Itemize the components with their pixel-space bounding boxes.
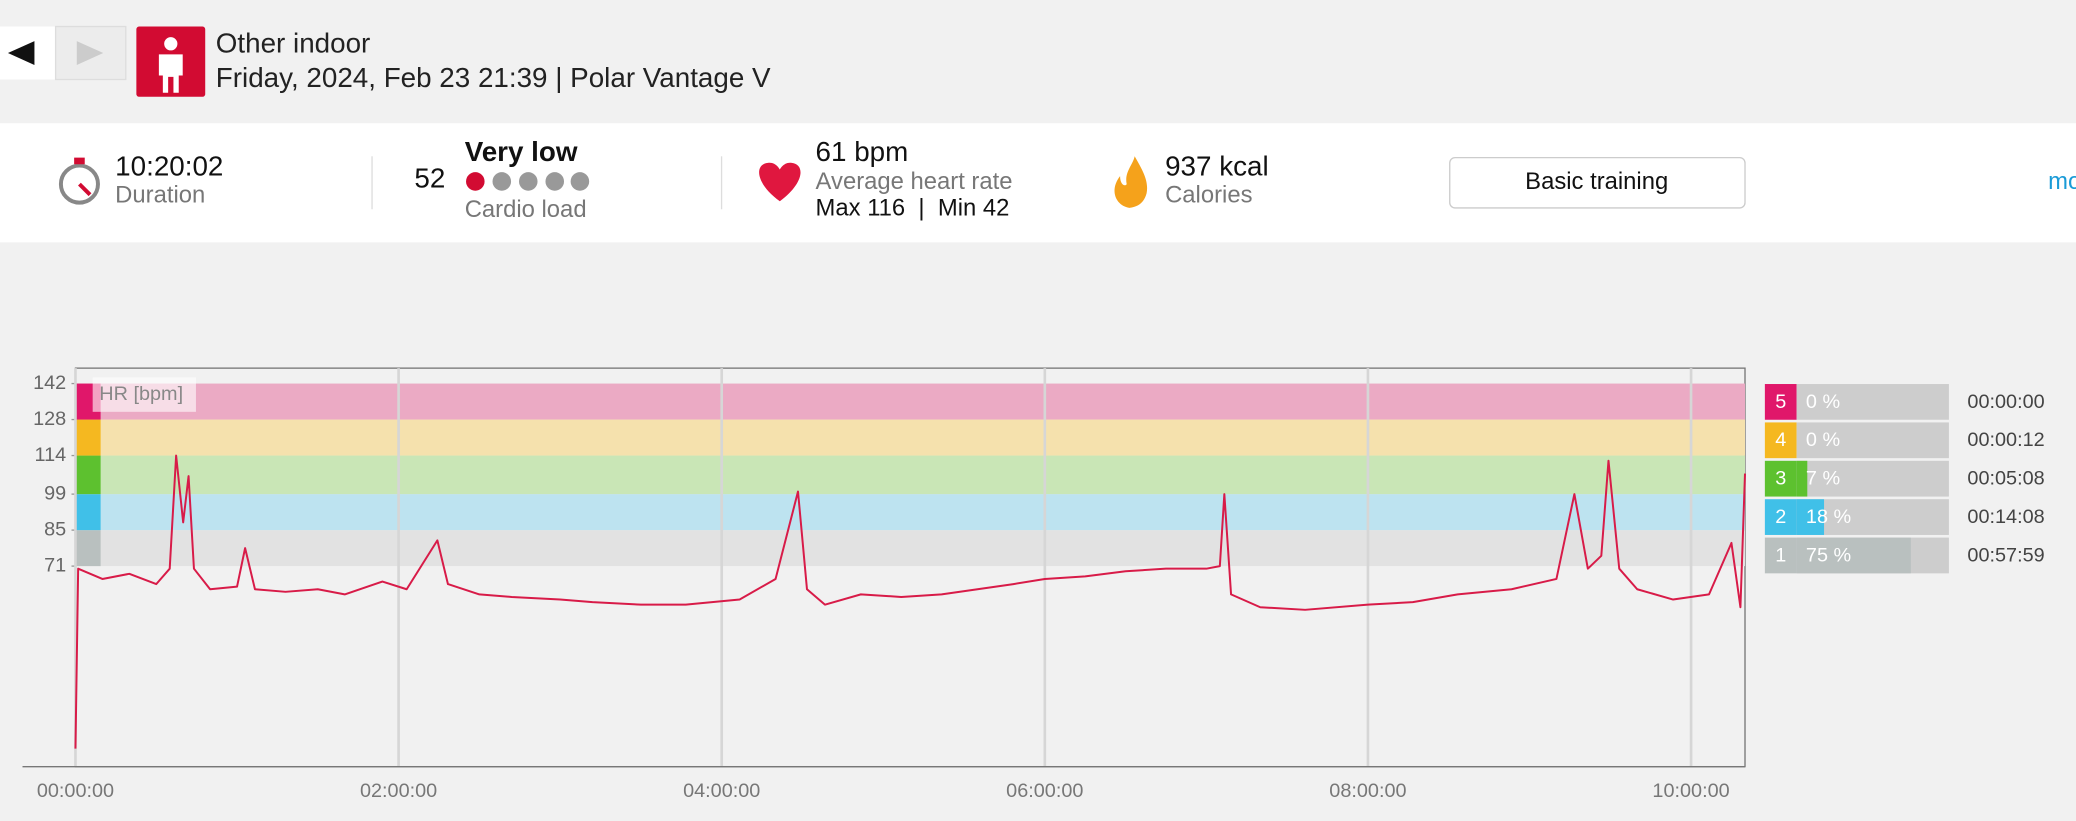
x-tick-label: 02:00:00	[360, 780, 437, 802]
subtitle: Friday, 2024, Feb 23 21:39 | Polar Vanta…	[216, 62, 771, 93]
calories-label: Calories	[1165, 181, 1252, 208]
zone-band	[75, 455, 1746, 495]
stopwatch-icon	[58, 157, 100, 205]
stopwatch-button	[74, 157, 85, 165]
dot	[466, 172, 485, 191]
zone-band	[75, 383, 1746, 420]
duration-label: Duration	[115, 181, 205, 208]
zone-time: 00:57:59	[1967, 544, 2044, 566]
zone-band	[75, 419, 1746, 456]
zone-band	[75, 494, 1746, 531]
zone-time: 00:00:00	[1967, 391, 2044, 413]
zone-number-bg	[1764, 499, 1797, 535]
zone-number: 2	[1775, 506, 1786, 528]
zone-number: 1	[1775, 544, 1786, 566]
zone-track	[1796, 422, 1949, 459]
back-arrow	[7, 41, 35, 65]
zone-percent: 18 %	[1806, 506, 1851, 528]
dot	[492, 172, 512, 191]
zone-number-bg	[1764, 384, 1797, 420]
zone-number: 3	[1775, 468, 1786, 490]
dot	[570, 172, 590, 191]
heart-icon	[759, 162, 801, 202]
y-tick-label: 128	[33, 408, 66, 430]
y-tick-label: 142	[33, 372, 66, 394]
dot	[519, 172, 538, 191]
x-tick-label: 00:00:00	[37, 780, 114, 802]
zone-number-bg	[1764, 537, 1797, 574]
zone-percent: 0 %	[1806, 429, 1840, 451]
zone-time: 00:00:12	[1967, 429, 2044, 451]
zone-percent: 7 %	[1806, 468, 1840, 490]
title: Other indoor	[216, 27, 371, 58]
x-tick-label: 08:00:00	[1329, 780, 1406, 802]
cardio-load-status: Very low	[465, 136, 578, 167]
button-label[interactable]: Basic training	[1525, 168, 1668, 195]
hr-line	[74, 454, 1746, 749]
icon-body	[158, 54, 183, 93]
zone-number-bg	[1764, 422, 1797, 459]
summary-bar	[0, 123, 2076, 243]
stopwatch-hand	[78, 182, 92, 197]
zone-percent: 75 %	[1806, 544, 1851, 566]
hr-label: Average heart rate	[816, 168, 1013, 195]
dot	[545, 172, 565, 191]
duration-value: 10:20:02	[115, 151, 223, 182]
zone-swatch	[75, 494, 101, 531]
zone-number: 5	[1775, 391, 1786, 413]
button-frame[interactable]	[1449, 156, 1746, 209]
stopwatch-ring	[58, 163, 100, 205]
zone-time: 00:14:08	[1967, 506, 2044, 528]
cardio-load-value: 52	[414, 162, 445, 193]
zone-swatch	[75, 419, 101, 456]
flame-icon	[1114, 156, 1148, 208]
more-link[interactable]: mo	[2048, 168, 2076, 195]
x-tick-label: 10:00:00	[1652, 780, 1729, 802]
y-tick-label: 71	[44, 554, 66, 576]
icon-head	[164, 37, 178, 51]
x-tick-label: 04:00:00	[683, 780, 760, 802]
sport-icon	[136, 26, 206, 97]
cardio-load-label: Cardio load	[465, 196, 587, 223]
x-tick-label: 06:00:00	[1006, 780, 1083, 802]
cardio-dots	[466, 172, 590, 191]
calories-value: 937 kcal	[1165, 151, 1269, 182]
zone-track	[1796, 384, 1949, 420]
hr-range: Max 116 | Min 42	[816, 195, 1010, 222]
zone-swatch	[75, 530, 101, 567]
y-tick-label: 99	[44, 482, 66, 504]
y-label: HR [bpm]	[99, 383, 183, 405]
zone-track	[1796, 460, 1949, 497]
forward-arrow	[76, 41, 104, 65]
zone-number: 4	[1775, 429, 1786, 451]
zone-band	[75, 530, 1746, 567]
zone-bar	[1796, 537, 1911, 574]
zone-percent: 0 %	[1806, 391, 1840, 413]
zone-swatch	[75, 455, 101, 495]
y-label-box	[92, 377, 196, 412]
zone-bar	[1796, 460, 1808, 497]
y-tick-label: 85	[44, 518, 66, 540]
zone-time: 00:05:08	[1967, 468, 2044, 490]
basic-training-button[interactable]: Basic training	[1449, 156, 1746, 209]
nav-back[interactable]	[0, 26, 56, 80]
y-tick-label: 114	[35, 444, 67, 466]
zone-number-bg	[1764, 460, 1797, 497]
zone-bar	[1796, 499, 1825, 535]
hr-value: 61 bpm	[816, 136, 909, 167]
nav-forward[interactable]	[54, 25, 127, 81]
